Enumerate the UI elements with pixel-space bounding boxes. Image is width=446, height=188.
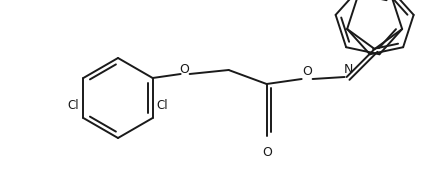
Text: O: O: [263, 146, 273, 159]
Text: Cl: Cl: [157, 99, 168, 112]
Text: Cl: Cl: [68, 99, 79, 112]
Text: N: N: [344, 64, 353, 77]
Text: O: O: [180, 64, 190, 77]
Text: O: O: [303, 65, 313, 79]
